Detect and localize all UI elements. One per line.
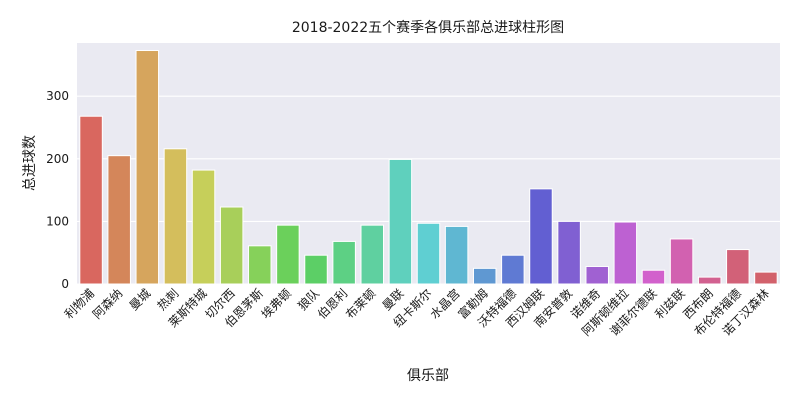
bar bbox=[136, 51, 158, 284]
bar bbox=[389, 159, 411, 284]
bar bbox=[305, 255, 327, 284]
bar bbox=[530, 189, 552, 284]
bar bbox=[473, 268, 495, 284]
x-tick-label: 利兹联 bbox=[652, 286, 687, 321]
bar bbox=[558, 221, 580, 284]
x-tick-label: 布莱顿 bbox=[343, 286, 378, 321]
y-tick-label: 300 bbox=[46, 89, 69, 103]
x-tick-label: 曼城 bbox=[127, 286, 154, 313]
bar bbox=[755, 272, 777, 284]
bar bbox=[80, 116, 102, 284]
bar bbox=[445, 226, 467, 284]
x-tick-label: 伯恩利 bbox=[314, 286, 350, 322]
y-tick-label: 200 bbox=[46, 152, 69, 166]
y-axis-label: 总进球数 bbox=[22, 135, 38, 191]
bar bbox=[727, 250, 749, 284]
y-tick-label: 100 bbox=[46, 214, 69, 228]
y-axis-ticks: 0 100 200 300 bbox=[46, 89, 69, 291]
bar bbox=[586, 266, 608, 284]
x-tick-label: 埃弗顿 bbox=[259, 286, 294, 321]
bar bbox=[220, 207, 242, 284]
bar bbox=[361, 225, 383, 284]
bar bbox=[108, 156, 130, 284]
bar bbox=[614, 222, 636, 284]
bar bbox=[502, 255, 524, 284]
bar bbox=[642, 270, 664, 284]
y-tick-label: 0 bbox=[61, 277, 69, 291]
bar bbox=[670, 239, 692, 284]
x-axis-label: 俱乐部 bbox=[407, 368, 449, 384]
bar bbox=[417, 223, 439, 284]
bar bbox=[249, 246, 271, 284]
bar bbox=[277, 225, 299, 284]
bar bbox=[164, 149, 186, 284]
bar bbox=[698, 277, 720, 284]
bar bbox=[192, 170, 214, 284]
x-tick-label: 利物浦 bbox=[62, 286, 97, 321]
chart-title: 2018-2022五个赛季各俱乐部总进球柱形图 bbox=[292, 20, 564, 36]
x-tick-label: 水晶宫 bbox=[427, 286, 463, 322]
bar bbox=[333, 241, 355, 284]
x-tick-label: 阿森纳 bbox=[89, 286, 125, 322]
